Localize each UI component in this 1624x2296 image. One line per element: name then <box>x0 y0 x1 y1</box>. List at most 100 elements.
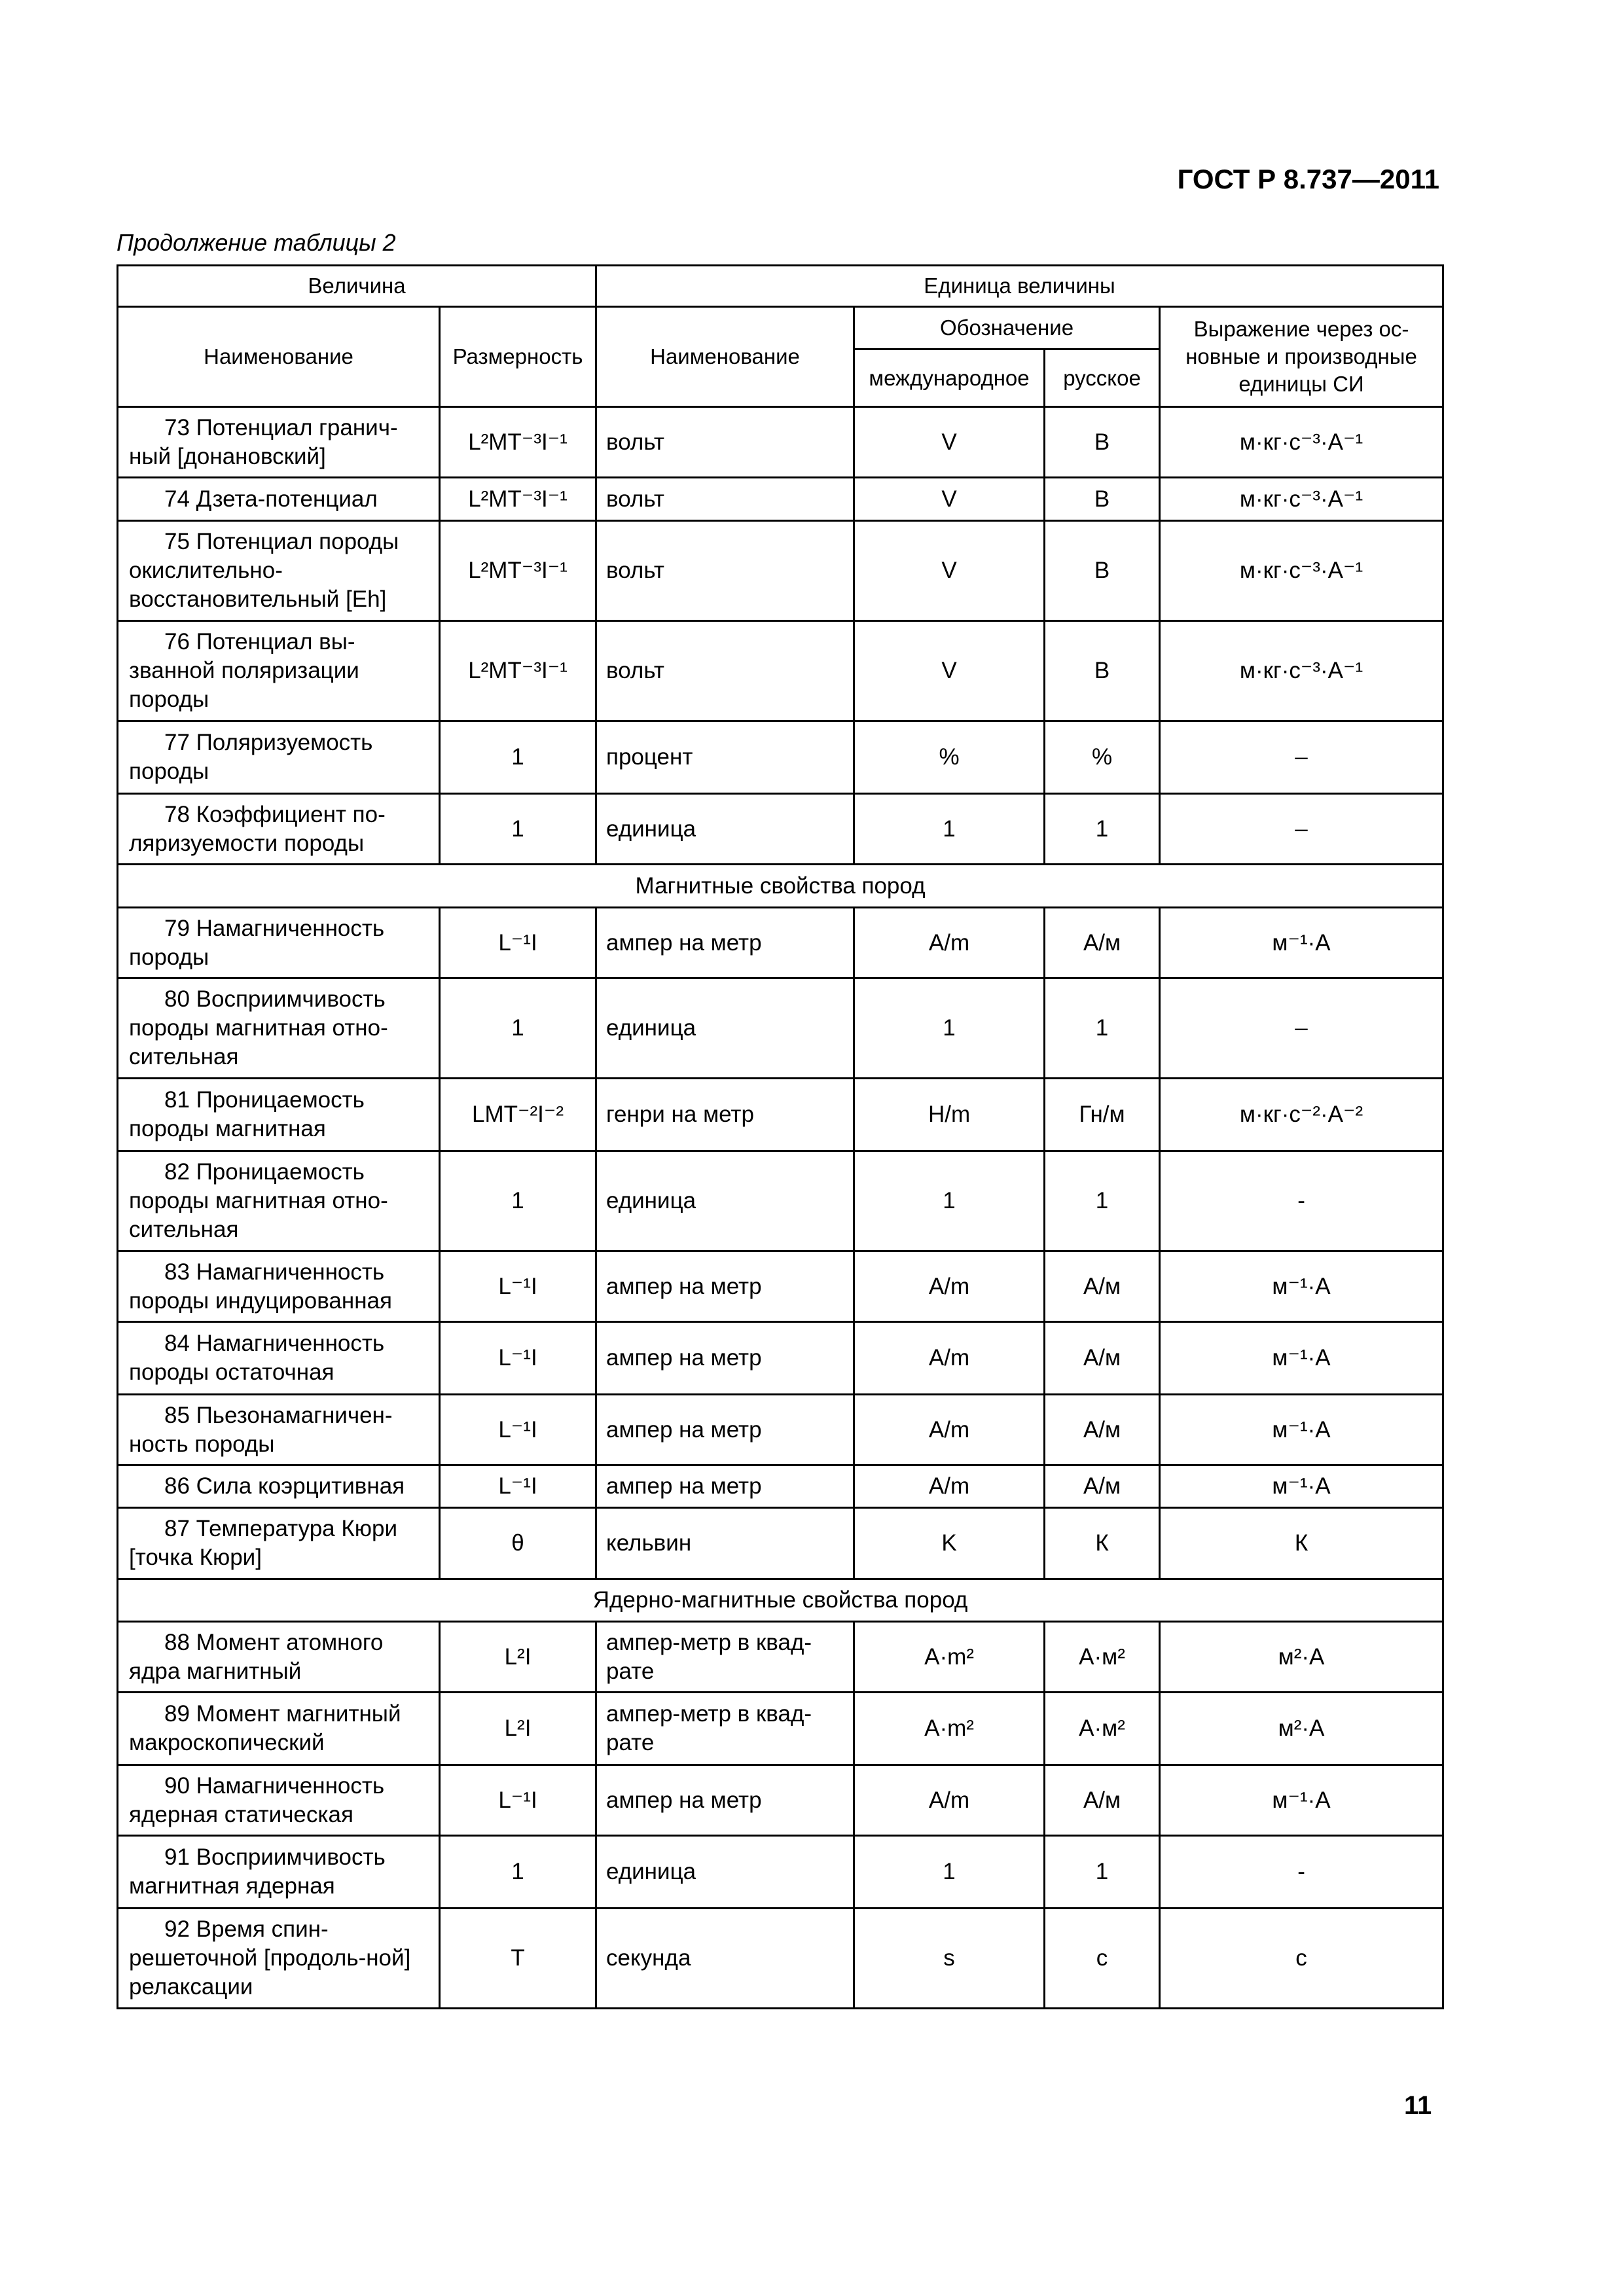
header-dimension: Размерность <box>438 306 598 408</box>
quantity-name: 75 Потенциал породы окислительно-восстан… <box>117 520 441 622</box>
table-row: 78 Коэффициент по-ляризуемости породы 1 ед… <box>117 793 1445 865</box>
table-row: 84 Намагниченность породы остаточная L⁻¹I… <box>117 1321 1445 1395</box>
dimension: LMT⁻²I⁻² <box>438 1077 598 1152</box>
si-expression: м·кг·с⁻²·А⁻² <box>1159 1077 1445 1152</box>
quantity-name: 73 Потенциал гранич-ный [донановский] <box>117 406 441 478</box>
international-symbol: V <box>853 620 1046 722</box>
unit-name: вольт <box>595 476 856 522</box>
dimension: L²MT⁻³I⁻¹ <box>438 620 598 722</box>
russian-symbol: 1 <box>1043 977 1161 1079</box>
dimension: 1 <box>438 1835 598 1909</box>
international-symbol: A/m <box>853 1250 1046 1323</box>
dimension: L²MT⁻³I⁻¹ <box>438 520 598 622</box>
international-symbol: V <box>853 476 1046 522</box>
dimension: L⁻¹I <box>438 1764 598 1837</box>
unit-name: ампер на метр <box>595 1321 856 1395</box>
si-expression: - <box>1159 1835 1445 1909</box>
table-row: 91 Восприимчивость магнитная ядерная 1 еди… <box>117 1835 1445 1909</box>
quantity-name: 81 Проницаемость породы магнитная <box>117 1077 441 1152</box>
dimension: L⁻¹I <box>438 1393 598 1466</box>
header-russian: русское <box>1043 348 1161 408</box>
unit-name: кельвин <box>595 1507 856 1580</box>
table-row: 86 Сила коэрцитивная L⁻¹I ампер на метр A/m… <box>117 1464 1445 1509</box>
unit-name: процент <box>595 720 856 795</box>
si-expression: с <box>1159 1907 1445 2009</box>
russian-symbol: В <box>1043 406 1161 478</box>
dimension: 1 <box>438 977 598 1079</box>
international-symbol: A/m <box>853 1321 1046 1395</box>
header-expression: Выражение через ос-новные и производные … <box>1159 306 1445 408</box>
header-unit: Единица величины <box>595 264 1445 308</box>
table-row: 89 Момент магнитный макроскопический L²I а… <box>117 1691 1445 1766</box>
si-expression: – <box>1159 977 1445 1079</box>
russian-symbol: Гн/м <box>1043 1077 1161 1152</box>
quantity-name: 77 Поляризуемость породы <box>117 720 441 795</box>
unit-name: ампер на метр <box>595 1764 856 1837</box>
table-row: 90 Намагниченность ядерная статическая L⁻… <box>117 1764 1445 1837</box>
table-row: 92 Время спин-решеточной [продоль-ной] р… <box>117 1907 1445 2009</box>
document-code: ГОСТ Р 8.737—2011 <box>1177 164 1439 194</box>
dimension: 1 <box>438 793 598 865</box>
dimension: 1 <box>438 1150 598 1252</box>
si-expression: м⁻¹·А <box>1159 1764 1445 1837</box>
si-expression: – <box>1159 793 1445 865</box>
unit-name: секунда <box>595 1907 856 2009</box>
russian-symbol: В <box>1043 520 1161 622</box>
table-row: 79 Намагниченность породы L⁻¹I ампер на ме… <box>117 906 1445 979</box>
section-title: Магнитные свойства пород <box>116 863 1445 908</box>
si-expression: - <box>1159 1150 1445 1252</box>
quantity-name: 86 Сила коэрцитивная <box>117 1464 441 1509</box>
si-expression: м⁻¹·А <box>1159 1321 1445 1395</box>
section-title: Ядерно-магнитные свойства пород <box>116 1578 1445 1623</box>
russian-symbol: К <box>1043 1507 1161 1580</box>
header-international: международное <box>853 348 1046 408</box>
si-expression: К <box>1159 1507 1445 1580</box>
table-caption: Продолжение таблицы 2 <box>117 229 396 256</box>
dimension: T <box>438 1907 598 2009</box>
quantity-name: 83 Намагниченность породы индуцированная <box>117 1250 441 1323</box>
quantity-name: 76 Потенциал вы-званной поляризации поро… <box>117 620 441 722</box>
dimension: L²MT⁻³I⁻¹ <box>438 406 598 478</box>
international-symbol: V <box>853 406 1046 478</box>
international-symbol: A/m <box>853 1464 1046 1509</box>
russian-symbol: А/м <box>1043 1250 1161 1323</box>
unit-name: ампер на метр <box>595 1393 856 1466</box>
quantity-name: 92 Время спин-решеточной [продоль-ной] р… <box>117 1907 441 2009</box>
international-symbol: A/m <box>853 1393 1046 1466</box>
si-expression: м⁻¹·А <box>1159 1464 1445 1509</box>
unit-name: единица <box>595 793 856 865</box>
si-expression: м⁻¹·А <box>1159 1250 1445 1323</box>
table-row: 88 Момент атомного ядра магнитный L²I ампе… <box>117 1621 1445 1693</box>
unit-name: ампер-метр в квад-рате <box>595 1691 856 1766</box>
unit-name: единица <box>595 1835 856 1909</box>
unit-name: вольт <box>595 620 856 722</box>
dimension: L⁻¹I <box>438 906 598 979</box>
unit-name: вольт <box>595 520 856 622</box>
quantity-name: 85 Пьезонамагничен-ность породы <box>117 1393 441 1466</box>
table-row: 82 Проницаемость породы магнитная отно-с… <box>117 1150 1445 1252</box>
international-symbol: 1 <box>853 977 1046 1079</box>
international-symbol: H/m <box>853 1077 1046 1152</box>
table-row: 85 Пьезонамагничен-ность породы L⁻¹I ампер… <box>117 1393 1445 1466</box>
section-row: Ядерно-магнитные свойства пород <box>116 1578 1445 1623</box>
international-symbol: % <box>853 720 1046 795</box>
russian-symbol: % <box>1043 720 1161 795</box>
table-row: 80 Восприимчивость породы магнитная отно… <box>117 977 1445 1079</box>
dimension: L²MT⁻³I⁻¹ <box>438 476 598 522</box>
quantity-name: 87 Температура Кюри [точка Кюри] <box>117 1507 441 1580</box>
russian-symbol: А/м <box>1043 1321 1161 1395</box>
international-symbol: 1 <box>853 1150 1046 1252</box>
table-row: 73 Потенциал гранич-ный [донановский] L²M… <box>117 406 1445 478</box>
quantity-name: 91 Восприимчивость магнитная ядерная <box>117 1835 441 1909</box>
international-symbol: A·m² <box>853 1621 1046 1693</box>
russian-symbol: А/м <box>1043 1464 1161 1509</box>
quantity-name: 90 Намагниченность ядерная статическая <box>117 1764 441 1837</box>
header-unit-name: Наименование <box>595 306 856 408</box>
russian-symbol: А/м <box>1043 1764 1161 1837</box>
dimension: L⁻¹I <box>438 1321 598 1395</box>
unit-name: ампер-метр в квад-рате <box>595 1621 856 1693</box>
si-expression: м²·А <box>1159 1691 1445 1766</box>
table-row: 75 Потенциал породы окислительно-восстан… <box>117 520 1445 622</box>
unit-name: генри на метр <box>595 1077 856 1152</box>
